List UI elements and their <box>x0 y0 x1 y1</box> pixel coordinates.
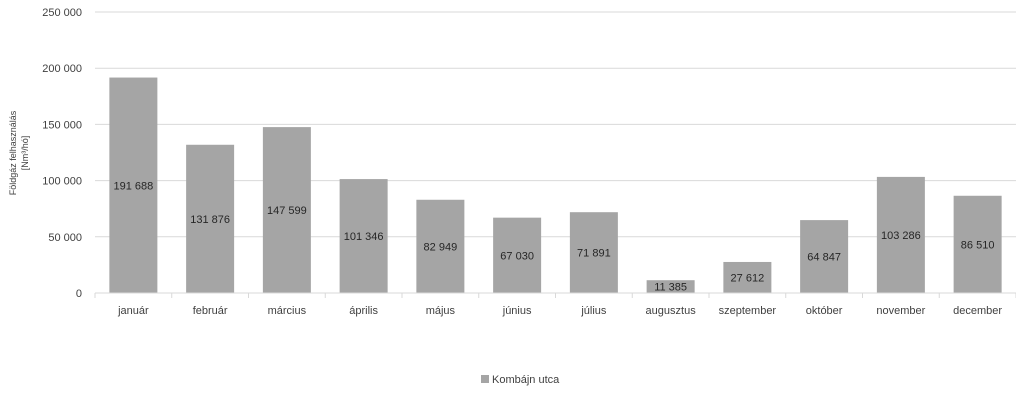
x-tick-label: január <box>117 305 149 317</box>
bar <box>569 212 618 293</box>
legend: Kombájn utca <box>481 374 560 386</box>
x-tick-label: április <box>349 305 378 317</box>
y-axis-title-line2: [Nm³/hó] <box>20 136 30 171</box>
data-label: 71 891 <box>577 248 611 260</box>
data-label: 131 876 <box>190 214 230 226</box>
y-axis-title: Földgáz felhasználás [Nm³/hó] <box>8 110 30 195</box>
gridlines <box>95 11 1016 238</box>
x-tick-label: december <box>953 305 1002 317</box>
y-axis-ticks: 0 50 000 100 000 150 000 200 000 250 000 <box>42 7 82 300</box>
data-label: 67 030 <box>500 250 534 262</box>
bar <box>416 199 465 293</box>
bar <box>646 280 695 293</box>
x-tick-label: augusztus <box>646 305 697 317</box>
y-axis-title-line1: Földgáz felhasználás <box>8 110 18 195</box>
x-tick-label: szeptember <box>719 305 777 317</box>
x-axis: január február március április május június jú… <box>94 292 1016 317</box>
bar <box>800 220 849 293</box>
y-tick-label: 250 000 <box>42 7 82 19</box>
data-label: 82 949 <box>424 241 458 253</box>
bar <box>493 217 542 293</box>
bar <box>339 179 388 293</box>
bars <box>109 77 1002 293</box>
x-tick-label: március <box>268 305 307 317</box>
x-tick-label: július <box>580 305 607 317</box>
bar <box>262 127 311 293</box>
data-label: 101 346 <box>344 231 384 243</box>
data-label: 191 688 <box>113 180 153 192</box>
bar <box>953 195 1002 293</box>
y-tick-label: 150 000 <box>42 119 82 131</box>
y-tick-label: 200 000 <box>42 63 82 75</box>
data-labels: 191 688 131 876 147 599 101 346 82 949 67 030… <box>113 180 994 293</box>
y-tick-label: 100 000 <box>42 176 82 188</box>
x-tick-label: november <box>876 305 925 317</box>
legend-label: Kombájn utca <box>492 374 560 386</box>
x-tick-label: május <box>426 305 456 317</box>
y-tick-label: 0 <box>76 288 82 300</box>
data-label: 86 510 <box>961 239 995 251</box>
bar <box>109 77 158 293</box>
data-label: 147 599 <box>267 205 307 217</box>
data-label: 103 286 <box>881 230 921 242</box>
data-label: 27 612 <box>731 272 765 284</box>
data-label: 64 847 <box>807 252 841 264</box>
bar <box>186 144 235 293</box>
legend-swatch <box>481 375 489 383</box>
data-label: 11 385 <box>654 282 687 294</box>
x-tick-label: október <box>806 305 843 317</box>
bar <box>876 176 925 293</box>
x-tick-label: február <box>193 305 228 317</box>
x-tick-label: június <box>502 305 532 317</box>
y-tick-label: 50 000 <box>48 232 82 244</box>
bar <box>723 261 772 293</box>
